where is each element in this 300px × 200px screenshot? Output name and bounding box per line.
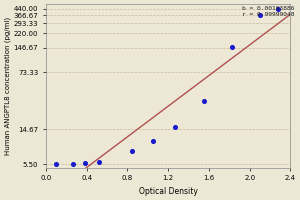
Point bbox=[150, 140, 155, 143]
Point bbox=[71, 163, 76, 166]
Y-axis label: Human ANGPTL8 concentration (pg/ml): Human ANGPTL8 concentration (pg/ml) bbox=[4, 17, 11, 155]
Point bbox=[130, 149, 135, 153]
Text: b = 0.00103886
r = 0.99999048: b = 0.00103886 r = 0.99999048 bbox=[242, 6, 294, 17]
Point bbox=[96, 161, 101, 164]
Point bbox=[257, 14, 262, 17]
Point bbox=[54, 163, 58, 166]
Point bbox=[82, 162, 87, 165]
Point bbox=[276, 7, 280, 10]
Point bbox=[230, 45, 235, 49]
Point bbox=[173, 126, 178, 129]
X-axis label: Optical Density: Optical Density bbox=[139, 187, 197, 196]
Point bbox=[201, 99, 206, 102]
